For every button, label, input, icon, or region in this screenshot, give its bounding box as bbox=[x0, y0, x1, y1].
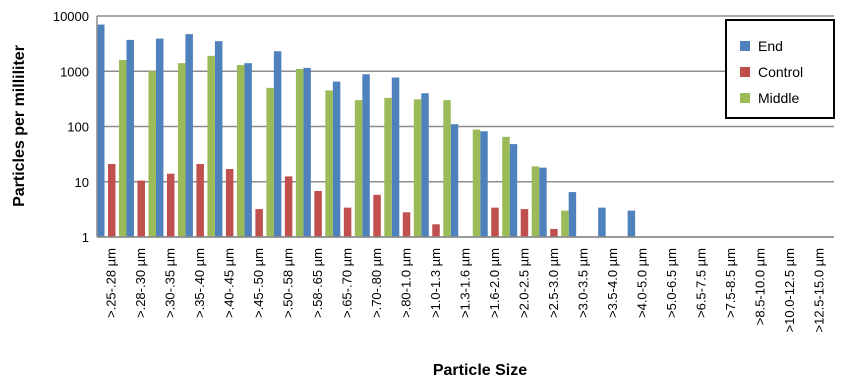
bar-middle bbox=[118, 59, 127, 238]
bar-end bbox=[362, 74, 370, 238]
bar-middle bbox=[354, 100, 363, 237]
x-tick-label: >6.5-7.5 µm bbox=[693, 248, 708, 318]
bar-end bbox=[126, 39, 134, 237]
bar-end bbox=[214, 41, 223, 237]
bar-end bbox=[627, 210, 636, 237]
x-tick-label: >.65-.70 µm bbox=[340, 248, 355, 318]
y-tick-label: 100 bbox=[67, 120, 89, 135]
bar-middle bbox=[207, 55, 215, 237]
x-tick-label: >12.5-15.0 µm bbox=[811, 248, 826, 332]
bar-end bbox=[332, 81, 341, 237]
bar-middle bbox=[266, 87, 274, 238]
bar-control bbox=[520, 209, 529, 237]
x-tick-label: >.28-.30 µm bbox=[133, 248, 148, 318]
y-tick-labels: 1 10 100 1000 10000 bbox=[53, 9, 89, 245]
x-tick-label: >1.6-2.0 µm bbox=[487, 248, 502, 318]
bar-middle bbox=[325, 90, 333, 238]
bar-control bbox=[402, 212, 411, 237]
x-tick-label: >2.5-3.0 µm bbox=[546, 248, 561, 318]
x-tick-label: >.80-1.0 µm bbox=[399, 248, 414, 318]
bar-middle bbox=[561, 210, 569, 237]
x-tick-label: >.25-.28 µm bbox=[104, 248, 119, 318]
bar-end bbox=[509, 144, 518, 237]
x-tick-label: >2.0-2.5 µm bbox=[516, 248, 531, 318]
bar-middle bbox=[384, 97, 392, 237]
bar-control bbox=[166, 173, 175, 237]
bar-control bbox=[225, 169, 234, 237]
bar-end bbox=[155, 38, 164, 237]
y-tick-label: 1 bbox=[82, 230, 89, 245]
bar-control bbox=[255, 209, 263, 237]
x-tick-label: >7.5-8.5 µm bbox=[723, 248, 738, 318]
bar-middle bbox=[295, 68, 304, 238]
y-tick-label: 1000 bbox=[60, 64, 89, 79]
bar-middle bbox=[413, 99, 422, 237]
x-tick-label: >1.3-1.6 µm bbox=[458, 248, 473, 318]
bar-control bbox=[314, 191, 322, 237]
x-tick-label: >.70-.80 µm bbox=[369, 248, 384, 318]
x-tick-label: >.40-.45 µm bbox=[222, 248, 237, 318]
bar-end bbox=[598, 207, 606, 237]
x-tick-label: >10.0-12.5 µm bbox=[782, 248, 797, 332]
bar-end bbox=[568, 192, 577, 237]
bar-middle bbox=[531, 166, 540, 237]
legend: End Control Middle bbox=[725, 19, 835, 119]
bar-end bbox=[480, 131, 488, 237]
axes bbox=[96, 16, 834, 238]
legend-label-control: Control bbox=[758, 64, 803, 80]
x-tick-label: >3.5-4.0 µm bbox=[605, 248, 620, 318]
bar-end bbox=[96, 24, 105, 237]
x-axis-title: Particle Size bbox=[433, 362, 527, 379]
x-tick-label: >.30-.35 µm bbox=[163, 248, 178, 318]
bar-middle bbox=[502, 136, 510, 237]
x-tick-label: >.50-.58 µm bbox=[281, 248, 296, 318]
x-tick-label: >3.0-3.5 µm bbox=[575, 248, 590, 318]
bar-middle bbox=[236, 64, 245, 238]
bar-middle bbox=[443, 100, 451, 237]
bar-control bbox=[550, 228, 558, 237]
bar-control bbox=[343, 207, 352, 237]
bar-control bbox=[284, 176, 293, 237]
x-tick-label: >.35-.40 µm bbox=[192, 248, 207, 318]
legend-label-middle: Middle bbox=[758, 90, 799, 106]
bar-end bbox=[185, 34, 193, 237]
bar-end bbox=[303, 67, 311, 237]
legend-label-end: End bbox=[758, 38, 783, 54]
bar-end bbox=[273, 51, 282, 237]
bar-middle bbox=[148, 71, 156, 237]
x-tick-labels: >.25-.28 µm >.28-.30 µm >.30-.35 µm >.35-.4… bbox=[104, 248, 827, 332]
bar-control bbox=[196, 163, 204, 237]
x-tick-label: >8.5-10.0 µm bbox=[752, 248, 767, 325]
x-tick-label: >4.0-5.0 µm bbox=[634, 248, 649, 318]
bar-end bbox=[539, 167, 547, 237]
legend-swatch-control bbox=[740, 67, 750, 77]
bar-end bbox=[450, 124, 459, 237]
bar-end bbox=[391, 77, 400, 237]
bars bbox=[96, 24, 636, 238]
bar-end bbox=[244, 63, 252, 238]
bar-middle bbox=[472, 129, 481, 237]
x-tick-label: >1.0-1.3 µm bbox=[428, 248, 443, 318]
bar-control bbox=[107, 163, 116, 237]
bar-control bbox=[137, 180, 145, 237]
x-tick-label: >.58-.65 µm bbox=[310, 248, 325, 318]
x-tick-label: >5.0-6.5 µm bbox=[664, 248, 679, 318]
legend-swatch-end bbox=[740, 41, 750, 51]
x-tick-label: >.45-.50 µm bbox=[251, 248, 266, 318]
bar-control bbox=[491, 207, 499, 237]
bar-control bbox=[373, 194, 381, 237]
bar-end bbox=[421, 93, 429, 238]
y-tick-label: 10000 bbox=[53, 9, 89, 24]
bar-middle bbox=[177, 63, 186, 238]
bar-control bbox=[432, 224, 440, 237]
y-tick-label: 10 bbox=[75, 175, 89, 190]
y-axis-title: Particles per milliliter bbox=[11, 45, 28, 207]
legend-swatch-middle bbox=[740, 93, 750, 103]
